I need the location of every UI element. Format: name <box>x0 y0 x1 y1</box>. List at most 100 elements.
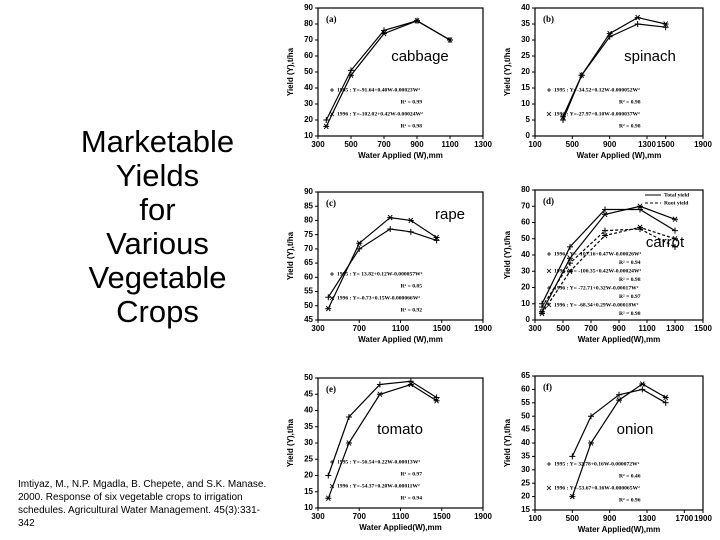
x-tick-label: 500 <box>566 514 580 523</box>
data-point <box>433 394 440 401</box>
data-point <box>414 17 420 24</box>
x-tick-label: 1300 <box>638 140 656 149</box>
x-axis-title: Water Applied(W),mm <box>578 335 661 344</box>
x-tick-label: 900 <box>603 514 617 523</box>
data-point <box>433 237 440 244</box>
r-squared: R² = 0.97 <box>401 471 423 477</box>
crop-label: onion <box>617 421 654 438</box>
data-point <box>634 14 641 21</box>
y-tick-label: 70 <box>304 244 313 253</box>
data-point <box>323 123 330 130</box>
data-point <box>323 117 330 123</box>
data-point <box>387 225 394 232</box>
x-tick-label: 100 <box>528 140 542 149</box>
r-squared: R² = 0.94 <box>401 495 423 501</box>
y-tick-label: 35 <box>304 422 313 431</box>
equation: 1995 : Y=-34.52+0.12W-0.000052W² <box>554 87 640 93</box>
data-point <box>616 397 622 403</box>
y-tick-label: 30 <box>521 35 530 44</box>
data-point <box>569 453 576 460</box>
r-squared: R² = 0.96 <box>619 497 641 503</box>
equation: 1995 : Y=-91.64+0.40W-0.00023W² <box>337 87 420 93</box>
x-tick-label: 1100 <box>441 140 459 149</box>
y-tick-label: 40 <box>521 438 530 447</box>
x-tick-label: 300 <box>311 324 325 333</box>
data-point <box>376 391 383 398</box>
data-point <box>637 206 643 213</box>
data-point <box>407 378 414 385</box>
legend-marker <box>329 295 335 301</box>
x-tick-label: 1300 <box>638 514 656 523</box>
legend-marker <box>329 483 335 489</box>
y-tick-label: 50 <box>304 301 313 310</box>
data-point <box>325 294 332 301</box>
y-tick-label: 25 <box>521 51 530 60</box>
data-point <box>602 232 608 239</box>
slide-title: Marketable Yields for Various Vegetable Crops <box>30 125 285 329</box>
data-point <box>662 21 669 27</box>
x-tick-label: 1100 <box>392 324 410 333</box>
r-squared: R² = 0.92 <box>401 307 423 313</box>
y-tick-label: 40 <box>304 406 313 415</box>
r-squared: R² = 0.98 <box>401 123 423 129</box>
y-tick-label: 50 <box>304 373 313 382</box>
data-point <box>662 399 669 406</box>
y-tick-label: 0 <box>526 131 531 140</box>
data-point <box>325 305 332 312</box>
title-line: Yields <box>115 158 200 193</box>
x-tick-label: 500 <box>566 140 580 149</box>
y-tick-label: 90 <box>304 187 313 196</box>
y-tick-label: 40 <box>304 83 313 92</box>
y-tick-label: 50 <box>304 67 313 76</box>
crop-label: tomato <box>377 421 423 438</box>
y-tick-label: 45 <box>304 315 313 324</box>
y-tick-label: 5 <box>526 115 531 124</box>
series-line <box>325 20 451 121</box>
data-point <box>381 27 387 34</box>
title-line: Vegetable <box>88 260 227 295</box>
y-tick-label: 80 <box>521 185 530 194</box>
y-tick-label: 85 <box>304 201 313 210</box>
title-line: Various <box>106 226 209 261</box>
y-tick-label: 20 <box>521 67 530 76</box>
panel-label: (e) <box>326 384 336 394</box>
data-point <box>672 216 678 223</box>
data-point <box>539 310 545 317</box>
data-point <box>345 440 352 446</box>
x-tick-label: 700 <box>353 512 367 521</box>
data-point <box>567 255 573 262</box>
legend-marker <box>330 272 334 276</box>
crop-label: cabbage <box>391 48 449 65</box>
data-point <box>560 113 566 120</box>
y-tick-label: 80 <box>304 19 313 28</box>
legend-marker <box>547 462 551 466</box>
data-point <box>602 227 608 234</box>
equation: 1996 : Y=-0.73+0.15W-0.000066W² <box>337 295 420 301</box>
crop-label: carrot <box>646 234 685 251</box>
panel-label: (c) <box>326 198 336 208</box>
equation: 1995 : Y= 32.78+0.16W-0.000072W² <box>554 461 640 467</box>
y-tick-label: 25 <box>304 454 313 463</box>
data-point <box>662 24 669 31</box>
data-point <box>672 235 678 242</box>
data-point <box>407 217 414 224</box>
y-tick-label: 10 <box>304 131 313 140</box>
data-point <box>588 413 594 420</box>
y-tick-label: 20 <box>521 283 530 292</box>
x-tick-label: 300 <box>311 512 325 521</box>
r-squared: R² = 0.94 <box>619 260 641 266</box>
y-axis-title: Yield (Y),t/ha <box>286 47 295 96</box>
x-axis-title: Water Applied (W),mm <box>358 151 443 160</box>
x-tick-label: 1500 <box>694 324 712 333</box>
data-point <box>637 224 643 231</box>
data-point <box>345 414 352 420</box>
x-axis-title: Water Applied (W),mm <box>577 151 662 160</box>
equation: 1996 : Y=-54.37+0.20W-0.00011W² <box>337 483 420 489</box>
legend-marker <box>546 485 552 491</box>
x-tick-label: 1900 <box>694 514 712 523</box>
y-tick-label: 70 <box>304 35 313 44</box>
citation: Imtiyaz, M., N.P. Mgadla, B. Chepete, an… <box>18 479 267 529</box>
y-tick-label: 75 <box>304 230 313 239</box>
data-point <box>588 440 594 446</box>
y-tick-label: 65 <box>304 258 313 267</box>
